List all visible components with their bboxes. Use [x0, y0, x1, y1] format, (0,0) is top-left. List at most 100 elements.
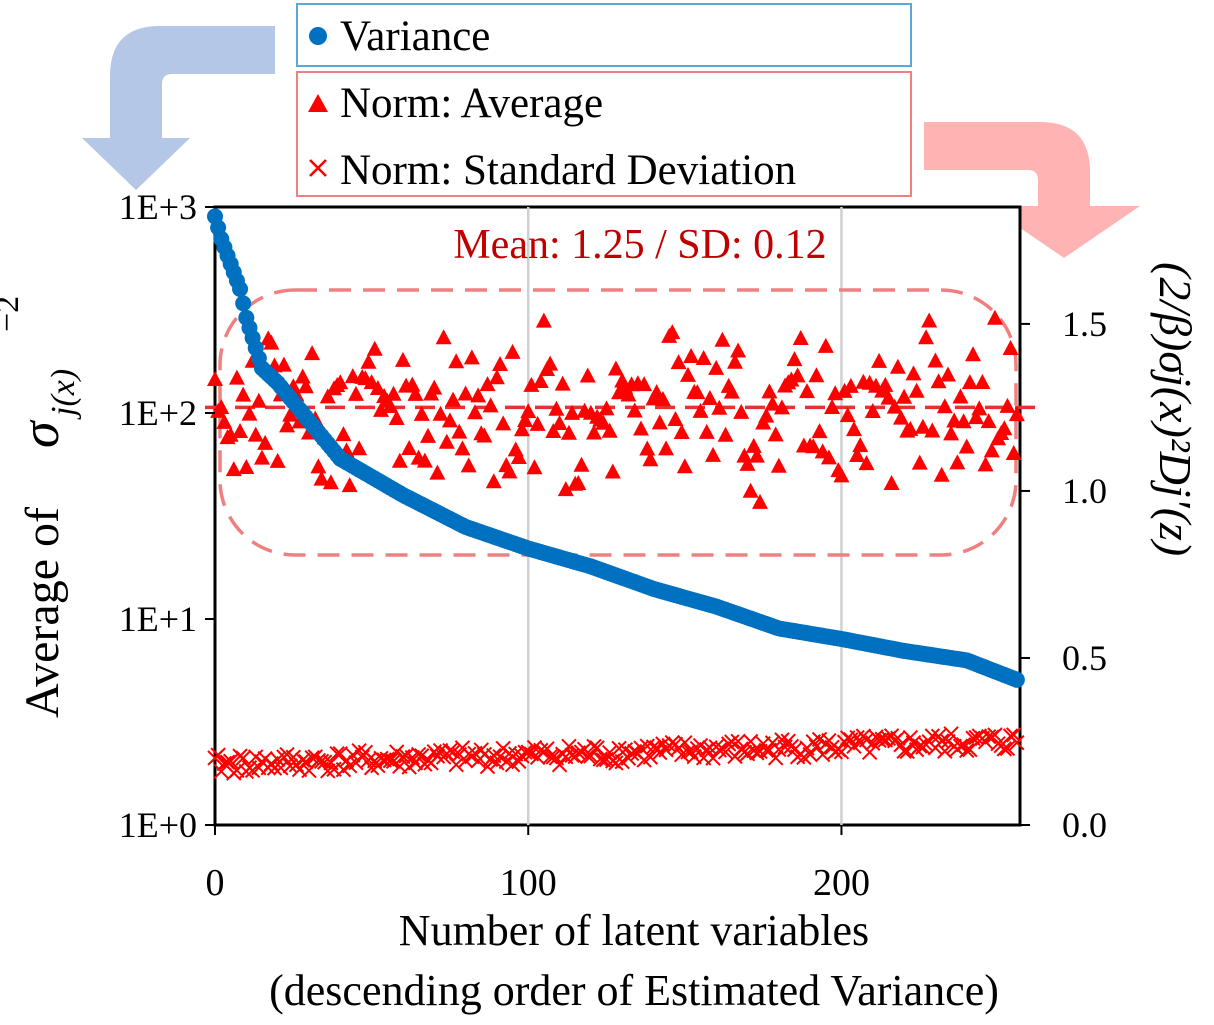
- norm-average-point: [792, 330, 809, 346]
- norm-average-point: [692, 402, 709, 418]
- norm-average-point: [808, 367, 825, 383]
- norm-average-point: [257, 434, 274, 450]
- legend-box-variance: [296, 3, 912, 67]
- norm-sd-point: [717, 744, 734, 760]
- y-axis-label-right: (2/β)σj(x)²Dj′(z): [1150, 262, 1201, 556]
- norm-average-point: [965, 346, 982, 362]
- norm-sd-point: [680, 744, 696, 760]
- norm-average-point: [952, 388, 969, 404]
- norm-average-point: [304, 345, 321, 361]
- norm-average-point: [783, 371, 800, 387]
- norm-average-point: [604, 463, 621, 479]
- norm-sd-point: [222, 753, 239, 769]
- norm-average-point: [695, 349, 712, 365]
- norm-average-point: [902, 420, 919, 436]
- norm-sd-point: [561, 738, 577, 755]
- norm-average-point: [445, 391, 462, 407]
- norm-average-point: [961, 374, 978, 390]
- norm-sd-point: [802, 746, 818, 763]
- norm-sd-point: [551, 757, 568, 773]
- norm-average-point: [351, 440, 368, 456]
- norm-average-point: [335, 426, 352, 442]
- norm-sd-point: [642, 749, 659, 765]
- norm-sd-point: [861, 744, 878, 761]
- norm-average-point: [683, 348, 700, 364]
- norm-average-point: [1005, 444, 1022, 460]
- norm-average-point: [880, 389, 897, 405]
- norm-average-point: [216, 413, 233, 429]
- norm-sd-point: [266, 760, 283, 776]
- norm-average-point: [933, 466, 950, 482]
- norm-sd-point: [1009, 735, 1025, 751]
- norm-sd-point: [545, 749, 561, 765]
- norm-average-point: [977, 456, 994, 472]
- norm-average-point: [664, 324, 681, 340]
- norm-average-point: [805, 438, 822, 454]
- norm-average-point: [253, 449, 270, 465]
- variance-point: [232, 280, 249, 297]
- norm-average-point: [263, 334, 280, 350]
- norm-average-point: [297, 378, 314, 394]
- norm-average-point: [858, 455, 875, 471]
- norm-average-point: [557, 481, 574, 497]
- norm-average-point: [391, 452, 408, 468]
- norm-sd-point: [996, 741, 1013, 757]
- norm-average-point: [918, 329, 935, 345]
- norm-average-point: [476, 427, 493, 443]
- norm-sd-point: [589, 740, 605, 756]
- norm-average-point: [654, 391, 671, 407]
- norm-sd-point: [583, 748, 599, 764]
- norm-average-point: [730, 342, 747, 358]
- norm-sd-point: [329, 745, 345, 762]
- norm-average-point: [758, 407, 775, 423]
- norm-average-point: [407, 385, 424, 401]
- norm-average-point: [247, 426, 264, 442]
- norm-average-point: [670, 354, 687, 370]
- norm-average-point: [294, 368, 311, 384]
- norm-average-point: [892, 409, 909, 425]
- norm-average-point: [726, 353, 743, 369]
- norm-average-point: [770, 457, 787, 473]
- y-left-tick-label: 1E+3: [119, 187, 197, 227]
- norm-average-point: [839, 407, 856, 423]
- norm-sd-point: [702, 740, 718, 756]
- norm-average-point: [761, 383, 778, 399]
- norm-average-point: [767, 426, 784, 442]
- norm-average-point: [479, 376, 496, 392]
- norm-average-point: [554, 375, 571, 391]
- norm-average-point: [463, 349, 480, 365]
- norm-average-point: [852, 437, 869, 453]
- norm-average-point: [626, 402, 643, 418]
- norm-average-point: [764, 395, 781, 411]
- norm-average-point: [955, 413, 972, 429]
- norm-average-point: [620, 386, 637, 402]
- norm-average-point: [983, 442, 1000, 458]
- norm-sd-point: [360, 752, 377, 768]
- norm-average-point: [911, 454, 928, 470]
- norm-average-point: [492, 355, 509, 371]
- y-right-tick-label: 1.5: [1062, 304, 1107, 344]
- norm-average-point: [366, 340, 383, 356]
- norm-average-point: [971, 400, 988, 416]
- norm-average-point: [426, 379, 443, 395]
- norm-average-point: [914, 418, 931, 434]
- norm-average-point: [742, 482, 759, 498]
- norm-average-point: [658, 440, 675, 456]
- x-axis-label-line2: (descending order of Estimated Variance): [269, 966, 999, 1015]
- norm-average-point: [999, 397, 1016, 413]
- y-left-label-sigma: σ: [10, 419, 70, 448]
- norm-sd-point: [601, 744, 618, 761]
- norm-average-point: [1002, 340, 1019, 356]
- norm-average-point: [921, 312, 938, 328]
- norm-average-point: [598, 400, 615, 416]
- norm-average-point: [842, 377, 859, 393]
- norm-average-point: [786, 351, 803, 367]
- norm-average-point: [711, 399, 728, 415]
- norm-average-point: [373, 401, 390, 417]
- norm-average-point: [495, 415, 512, 431]
- norm-average-point: [833, 467, 850, 483]
- norm-average-point: [470, 387, 487, 403]
- norm-average-point: [579, 367, 596, 383]
- norm-average-point: [968, 409, 985, 425]
- norm-average-point: [332, 374, 349, 390]
